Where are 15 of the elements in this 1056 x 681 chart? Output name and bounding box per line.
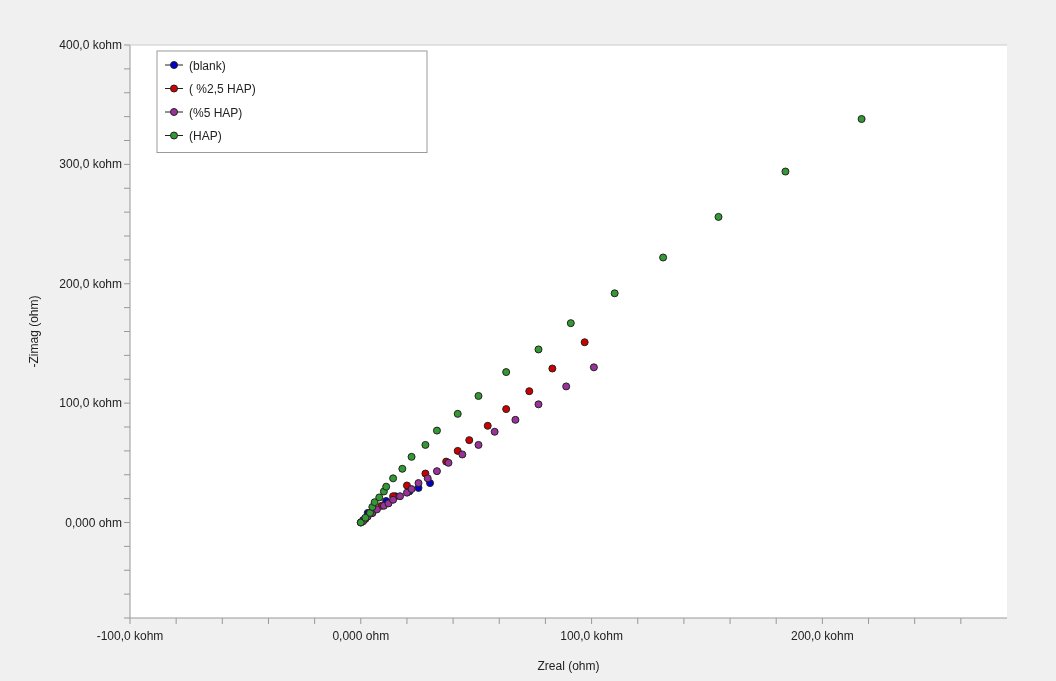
y-axis-title: -Zimag (ohm) xyxy=(27,295,41,368)
y-tick-label: 200,0 kohm xyxy=(59,276,122,291)
y-tick-label: 100,0 kohm xyxy=(59,396,122,411)
y-tick-label: 400,0 kohm xyxy=(59,38,122,52)
legend-label: ( %2,5 HAP) xyxy=(189,82,256,96)
x-tick-label: 200,0 kohm xyxy=(791,629,854,643)
x-tick-label: -100,0 kohm xyxy=(96,629,164,643)
y-tick-label: 300,0 kohm xyxy=(59,157,122,172)
x-axis-title: Zreal (ohm) xyxy=(537,659,600,673)
x-tick-label: 0,000 ohm xyxy=(332,629,390,643)
legend-label: (%5 HAP) xyxy=(189,105,243,120)
x-tick-label: 100,0 kohm xyxy=(560,629,623,643)
legend-label: (HAP) xyxy=(189,129,222,143)
y-tick-label: 0,000 ohm xyxy=(65,515,122,530)
legend-label: (blank) xyxy=(189,58,226,73)
